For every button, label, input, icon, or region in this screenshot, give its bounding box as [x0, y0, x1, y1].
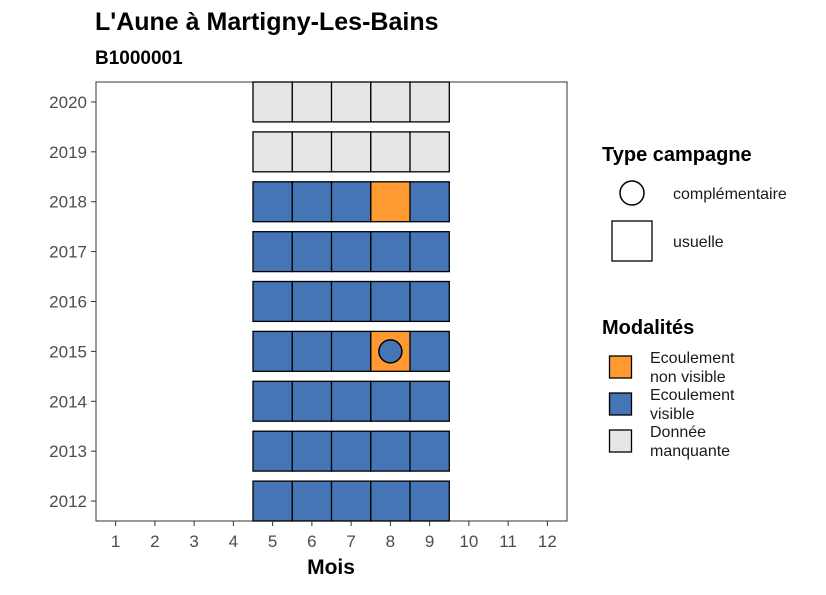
x-tick-label-9: 9: [425, 532, 434, 551]
legend-label-donnee_manquante: Donnée manquante: [650, 424, 730, 460]
cell-2014-6: [291, 380, 333, 422]
y-tick-label-2019: 2019: [49, 143, 87, 162]
x-axis-title: Mois: [307, 556, 355, 579]
legend-label-usuelle: usuelle: [673, 234, 724, 251]
x-tick-label-8: 8: [386, 532, 395, 551]
y-tick-label-2017: 2017: [49, 243, 87, 262]
cell-2019-6: [291, 131, 333, 173]
x-tick-label-12: 12: [538, 532, 557, 551]
y-tick-label-2012: 2012: [49, 492, 87, 511]
cell-2017-6: [291, 231, 333, 273]
cell-2012-5: [252, 480, 293, 522]
cell-2016-8: [370, 280, 411, 323]
cell-2017-9: [409, 231, 450, 273]
legend-type-campagne-title: Type campagne: [602, 144, 752, 166]
cell-2017-8: [370, 231, 411, 273]
y-tick-label-2018: 2018: [49, 193, 87, 212]
cell-2018-7: [330, 181, 372, 223]
y-tick-label-2013: 2013: [49, 442, 87, 461]
x-tick-label-1: 1: [111, 532, 120, 551]
legend-modalites: Modalités Ecoulement non visibleEcoulemen…: [602, 317, 735, 460]
cell-2015-5: [252, 330, 293, 372]
cell-2017-7: [330, 231, 372, 273]
x-tick-label-3: 3: [189, 532, 198, 551]
cell-2020-9: [409, 81, 450, 123]
cell-2012-9: [409, 480, 450, 522]
x-tick-label-7: 7: [346, 532, 355, 551]
y-tick-label-2015: 2015: [49, 342, 87, 361]
cell-2014-7: [330, 380, 372, 422]
cell-2015-6: [291, 330, 333, 372]
cell-2018-9: [409, 181, 450, 223]
legend-modalites-title: Modalités: [602, 317, 694, 339]
points-layer: [378, 339, 403, 364]
x-tick-label-11: 11: [499, 532, 517, 551]
cell-2020-5: [252, 81, 293, 123]
cell-2015-7: [330, 330, 372, 372]
cell-2018-8: [370, 181, 411, 223]
legend-key-complementaire: [619, 180, 645, 206]
cell-2014-8: [370, 380, 411, 422]
cell-2013-5: [252, 430, 293, 472]
legend-key-donnee_manquante: [608, 429, 633, 453]
cell-2012-7: [330, 480, 372, 522]
x-axis: 1 2 3 4 5 6 7 8 9 10 11 12: [111, 521, 557, 551]
y-tick-label-2016: 2016: [49, 293, 87, 312]
cell-2019-9: [409, 131, 450, 173]
x-tick-label-4: 4: [229, 532, 238, 551]
cell-2013-6: [291, 430, 333, 472]
y-tick-label-2014: 2014: [49, 392, 87, 411]
point-complementaire-2015-8: [378, 339, 403, 364]
x-tick-label-10: 10: [459, 532, 478, 551]
cell-2014-5: [252, 380, 293, 422]
cell-2012-8: [370, 480, 411, 522]
chart-title: L'Aune à Martigny-Les-Bains: [95, 8, 439, 36]
cell-2016-5: [252, 280, 293, 323]
cell-2016-7: [330, 280, 372, 323]
cell-2020-8: [370, 81, 411, 123]
y-axis: 2012 2013 2014 2015 2016 2017 2018 2019 2020: [49, 93, 96, 511]
cell-2013-8: [370, 430, 411, 472]
cell-2020-7: [330, 81, 372, 123]
chart-subtitle: B1000001: [95, 48, 183, 69]
cells-layer: [252, 81, 450, 522]
cell-2015-9: [409, 330, 450, 372]
cell-2018-6: [291, 181, 333, 223]
legend-label-complementaire: complémentaire: [673, 186, 787, 203]
legend-type-campagne: Type campagne complémentaire usuelle: [602, 144, 787, 262]
cell-2019-8: [370, 131, 411, 173]
y-tick-label-2020: 2020: [49, 93, 87, 112]
cell-2018-5: [252, 181, 293, 223]
legend-label-ecoulement_non_visible: Ecoulement non visible: [650, 350, 735, 386]
x-tick-label-5: 5: [268, 532, 277, 551]
x-tick-label-6: 6: [307, 532, 316, 551]
cell-2016-9: [409, 280, 450, 323]
cell-2013-7: [330, 430, 372, 472]
cell-2016-6: [291, 280, 333, 323]
cell-2012-6: [291, 480, 333, 522]
cell-2013-9: [409, 430, 450, 472]
cell-2019-5: [252, 131, 293, 173]
legend-key-usuelle: [611, 220, 653, 262]
cell-2019-7: [330, 131, 372, 173]
legend-key-ecoulement_non_visible: [608, 355, 633, 379]
cell-2014-9: [409, 380, 450, 422]
cell-2017-5: [252, 231, 293, 273]
legend-label-ecoulement_visible: Ecoulement visible: [650, 387, 735, 423]
cell-2020-6: [291, 81, 333, 123]
x-tick-label-2: 2: [150, 532, 159, 551]
legend-key-ecoulement_visible: [608, 392, 633, 416]
